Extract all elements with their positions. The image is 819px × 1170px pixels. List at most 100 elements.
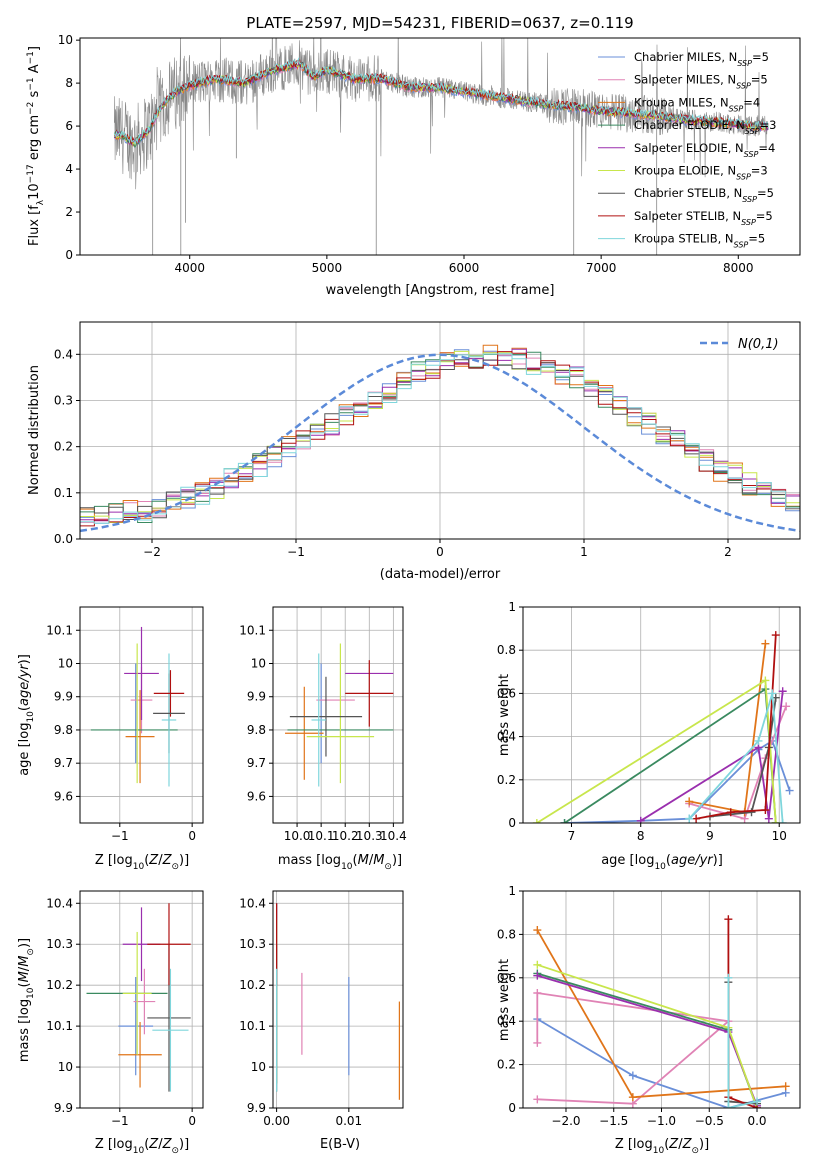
plot-area bbox=[285, 643, 394, 787]
y-tick-label: 10.3 bbox=[239, 937, 266, 951]
plus-marker bbox=[747, 808, 756, 817]
axes-frame bbox=[79, 37, 801, 256]
y-tick-label: 0.8 bbox=[497, 643, 516, 657]
y-tick-label: 9.9 bbox=[247, 690, 266, 704]
x-tick-label: −2 bbox=[143, 545, 161, 559]
x-tick-label: 1 bbox=[580, 545, 588, 559]
x-tick-label: 2 bbox=[724, 545, 732, 559]
x-tick-label: −1.5 bbox=[599, 1114, 628, 1128]
plus-marker bbox=[778, 819, 787, 823]
x-tick-label: −1 bbox=[111, 829, 129, 843]
y-tick-label: 1 bbox=[508, 600, 516, 614]
y-tick-label: 9.9 bbox=[54, 690, 73, 704]
y-tick-label: 10.4 bbox=[239, 896, 266, 910]
plot-area bbox=[276, 903, 400, 1100]
x-tick-label: 10.3 bbox=[356, 829, 383, 843]
legend-label: Chabrier ELODIE, NSSP=3 bbox=[634, 118, 776, 136]
weights-salpeter_stelib bbox=[692, 631, 780, 823]
gaussian-curve bbox=[80, 353, 800, 533]
plus-marker bbox=[636, 816, 645, 823]
plus-marker bbox=[724, 1104, 733, 1108]
y-tick-label: 4 bbox=[65, 162, 73, 176]
errorbar-kroupa_stelib bbox=[161, 653, 177, 787]
y-tick-label: 10.1 bbox=[239, 623, 266, 637]
axes-frame bbox=[272, 606, 404, 824]
x-axis-label: E(B-V) bbox=[320, 1137, 360, 1152]
errorbar-kroupa_miles bbox=[118, 1022, 162, 1088]
y-tick-label: 0.8 bbox=[497, 927, 516, 941]
y-tick-label: 0.0 bbox=[54, 532, 73, 546]
legend-label: Salpeter MILES, NSSP=5 bbox=[634, 73, 768, 91]
x-tick-label: 0 bbox=[188, 1114, 196, 1128]
y-tick-label: 1 bbox=[508, 884, 516, 898]
x-tick-label: 5000 bbox=[312, 261, 343, 275]
plus-marker bbox=[754, 736, 763, 745]
x-axis-label: Z [log10(Z/Z⊙)] bbox=[95, 853, 189, 872]
y-axis-label: mass [log10(M/M⊙)] bbox=[17, 938, 36, 1062]
plus-marker bbox=[628, 1071, 637, 1080]
x-axis-label: Z [log10(Z/Z⊙)] bbox=[95, 1137, 189, 1156]
legend: Chabrier MILES, NSSP=5 Salpeter MILES, NS… bbox=[598, 50, 776, 249]
x-axis-label: Z [log10(Z/Z⊙)] bbox=[615, 1137, 709, 1156]
y-axis-label: mass weight bbox=[497, 674, 512, 756]
weights-kroupa_stelib bbox=[685, 689, 787, 823]
y-tick-label: 2 bbox=[65, 205, 73, 219]
y-tick-label: 0.6 bbox=[497, 686, 516, 700]
x-tick-label: 0.0 bbox=[747, 1114, 766, 1128]
errorbar-kroupa_miles bbox=[285, 686, 324, 780]
y-tick-label: 6 bbox=[65, 119, 73, 133]
y-tick-label: 0 bbox=[65, 248, 73, 262]
x-tick-label: 0.00 bbox=[263, 1114, 290, 1128]
legend-label: Salpeter ELODIE, NSSP=4 bbox=[634, 141, 775, 159]
weights-kroupa_stelib bbox=[724, 973, 762, 1108]
plot-area bbox=[90, 626, 185, 787]
x-tick-label: 10.1 bbox=[308, 829, 335, 843]
x-tick-label: 10.4 bbox=[380, 829, 407, 843]
y-tick-label: 10.2 bbox=[239, 978, 266, 992]
errorbar-chabrier_miles bbox=[118, 976, 154, 1076]
plus-marker bbox=[533, 971, 542, 980]
figure-title: PLATE=2597, MJD=54231, FIBERID=0637, z=0… bbox=[246, 14, 633, 32]
x-tick-label: 10.0 bbox=[284, 829, 311, 843]
y-tick-label: 9.6 bbox=[247, 789, 266, 803]
x-tick-label: 0 bbox=[188, 829, 196, 843]
plus-marker bbox=[533, 960, 542, 969]
legend-label: Kroupa STELIB, NSSP=5 bbox=[634, 232, 765, 250]
weights-salpeter_stelib bbox=[724, 915, 762, 1108]
y-tick-label: 9.9 bbox=[54, 1101, 73, 1115]
plus-marker bbox=[685, 797, 694, 806]
y-tick-label: 10 bbox=[58, 1060, 73, 1074]
y-tick-label: 10 bbox=[251, 1060, 266, 1074]
weights-kroupa_elodie bbox=[532, 676, 780, 823]
weights-salpeter_elodie bbox=[636, 687, 787, 823]
plus-marker bbox=[771, 819, 780, 823]
plus-marker bbox=[533, 1038, 542, 1047]
x-axis-label: age [log10(age/yr)] bbox=[601, 853, 723, 872]
y-tick-label: 10 bbox=[251, 656, 266, 670]
x-tick-label: 10 bbox=[772, 829, 787, 843]
panel-weights_vs_age: 7 8 9 10 0 0.2 0.4 0.6 0.8 1 age [log10(age/yr)] ma… bbox=[497, 600, 801, 872]
x-tick-label: 6000 bbox=[449, 261, 480, 275]
x-tick-label: −2.0 bbox=[551, 1114, 580, 1128]
errorbar-kroupa_stelib bbox=[152, 968, 189, 1092]
y-axis-label: Flux [fλ10−17 erg cm−2 s−1 A−1] bbox=[26, 46, 46, 246]
errorbar-kroupa_stelib bbox=[311, 653, 326, 787]
x-tick-label: 0.01 bbox=[335, 1114, 362, 1128]
legend-label: N(0,1) bbox=[738, 337, 779, 352]
panel-weights_vs_Z: −2.0 −1.5 −1.0 −0.5 0.0 0 0.2 0.4 0.6 0.8 1 Z [log1… bbox=[497, 884, 801, 1156]
x-tick-label: −1.0 bbox=[647, 1114, 676, 1128]
x-tick-label: −1 bbox=[287, 545, 305, 559]
axes-frame bbox=[272, 890, 404, 1109]
errorbar-kroupa_elodie bbox=[122, 931, 152, 1055]
y-tick-label: 10 bbox=[58, 656, 73, 670]
y-tick-label: 9.7 bbox=[54, 756, 73, 770]
y-tick-label: 0.1 bbox=[54, 486, 73, 500]
axes-frame bbox=[79, 606, 204, 824]
y-tick-label: 10.1 bbox=[46, 1019, 73, 1033]
plus-marker bbox=[781, 1082, 790, 1091]
weights-chabrier_elodie bbox=[560, 685, 780, 823]
plus-marker bbox=[778, 687, 787, 696]
plus-marker bbox=[628, 1093, 637, 1102]
y-tick-label: 9.9 bbox=[247, 1101, 266, 1115]
x-tick-label: 8 bbox=[637, 829, 645, 843]
